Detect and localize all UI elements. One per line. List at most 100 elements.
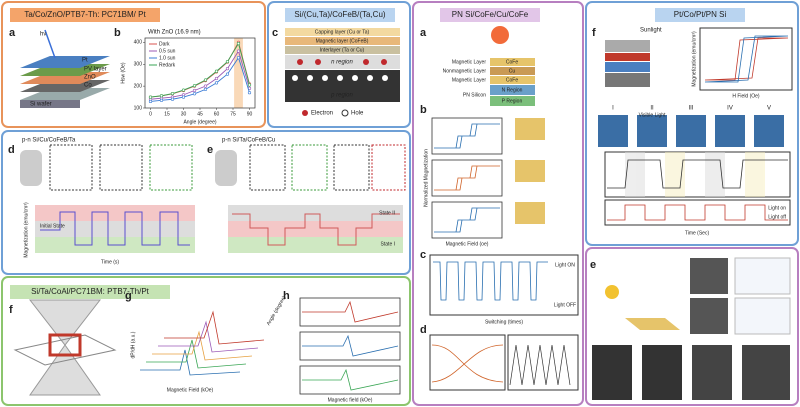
layer bbox=[490, 96, 535, 106]
title-box bbox=[10, 8, 160, 22]
label: Initial State bbox=[40, 223, 65, 229]
x-axis-label: Angle (degree) bbox=[183, 119, 216, 125]
point bbox=[148, 99, 153, 104]
state-icons bbox=[598, 115, 784, 147]
y-tick-label: 200 bbox=[134, 83, 143, 89]
x-tick-label: 15 bbox=[164, 111, 170, 117]
label: p region bbox=[330, 93, 353, 99]
device bbox=[215, 150, 237, 186]
label: Visible Light bbox=[639, 112, 666, 118]
numeral: IV bbox=[727, 106, 733, 112]
label: PN Silicon bbox=[463, 92, 486, 98]
point bbox=[203, 84, 208, 88]
panel-letter: e bbox=[590, 259, 596, 271]
label: Co bbox=[84, 83, 92, 89]
plot-frame bbox=[604, 199, 791, 226]
legend-label: Electron bbox=[311, 111, 333, 117]
panel-letter: b bbox=[420, 104, 427, 116]
title-box bbox=[285, 8, 395, 22]
panel-letter: f bbox=[9, 304, 13, 316]
panel-letter: c bbox=[420, 249, 426, 261]
axis-label: Time (s) bbox=[101, 259, 119, 265]
series-line bbox=[150, 50, 250, 100]
fmr-traces bbox=[299, 297, 401, 395]
point bbox=[214, 69, 219, 73]
hysteresis-trace bbox=[704, 37, 789, 81]
domain-images bbox=[592, 257, 791, 400]
panel-title: PN Si/CoFe/Cu/CoFe bbox=[452, 10, 529, 19]
plot-frame bbox=[507, 334, 579, 391]
layer bbox=[490, 85, 535, 95]
y-tick-label: 100 bbox=[134, 105, 143, 111]
label: Si wafer bbox=[30, 102, 52, 108]
trace bbox=[509, 344, 571, 386]
layer bbox=[20, 56, 110, 68]
layer bbox=[20, 100, 80, 108]
panel-title: Ta/Co/ZnO/PTB7-Th: PC71BM/ Pt bbox=[24, 10, 146, 19]
legend-swatch bbox=[341, 109, 349, 117]
numeral: II bbox=[650, 106, 654, 112]
point bbox=[203, 78, 208, 82]
x-tick-label: 90 bbox=[247, 111, 253, 117]
label: N Region bbox=[502, 87, 523, 93]
stack-icons bbox=[515, 118, 545, 224]
x-tick-label: 0 bbox=[149, 111, 152, 117]
axis-label: Normalized Magnetization bbox=[423, 149, 429, 207]
state-band bbox=[228, 237, 403, 253]
title-box bbox=[10, 285, 170, 299]
layer bbox=[285, 70, 400, 102]
state-band bbox=[35, 205, 195, 221]
axis-label: Magnetization (emu/cm³) bbox=[23, 202, 29, 258]
state-band bbox=[228, 221, 403, 237]
panel-title: Pt/Co/Pt/PN Si bbox=[674, 10, 727, 19]
point bbox=[214, 81, 219, 85]
point bbox=[192, 84, 197, 88]
label: Pt bbox=[82, 58, 88, 64]
axis-label: Magnetic Field (oe) bbox=[446, 241, 489, 247]
label: Interlayer (Ta or Cu) bbox=[320, 47, 365, 53]
label: State I bbox=[381, 241, 395, 247]
label: CoFe bbox=[506, 59, 518, 65]
panel-letter: b bbox=[114, 27, 121, 39]
axis-label: Switching (times) bbox=[485, 319, 523, 325]
y-tick-label: 300 bbox=[134, 62, 143, 68]
label: Sunlight bbox=[640, 28, 662, 34]
point bbox=[247, 91, 252, 95]
point bbox=[203, 87, 208, 92]
panel-title: Si/(Cu,Ta)/CoFeB/(Ta,Cu) bbox=[294, 10, 385, 19]
plot-frame bbox=[429, 254, 579, 316]
hysteresis-trace bbox=[704, 35, 789, 83]
label: hν bbox=[40, 32, 46, 38]
x-tick-label: 30 bbox=[181, 111, 187, 117]
y-tick-label: 400 bbox=[134, 40, 143, 46]
axis-label: Time (Sec) bbox=[685, 230, 710, 236]
panel-letter: a bbox=[420, 27, 427, 39]
panel-letter: e bbox=[207, 144, 213, 156]
label: p-n Si/Cu/CoFeB/Ta bbox=[22, 138, 76, 144]
label: CoFe bbox=[506, 77, 518, 83]
axis-label: dP/dH (a.u.) bbox=[130, 331, 136, 358]
panel-letter: g bbox=[125, 290, 132, 302]
plot-frame bbox=[429, 334, 506, 391]
light-trace bbox=[607, 204, 788, 221]
chart-title: With ZnO (16.9 nm) bbox=[148, 30, 201, 36]
label: PV layer bbox=[84, 67, 107, 73]
label: p-n Si/Ta/CoFeB/Cu bbox=[222, 138, 275, 144]
x-tick-label: 45 bbox=[197, 111, 203, 117]
plot-frame bbox=[699, 27, 793, 91]
layer bbox=[285, 55, 400, 69]
point bbox=[192, 88, 197, 93]
layer bbox=[490, 76, 535, 84]
axis-label: Magnetic field (kOe) bbox=[328, 397, 373, 403]
panel-letter: c bbox=[272, 27, 278, 39]
state-boxes bbox=[49, 144, 406, 191]
panel-frame bbox=[412, 1, 584, 406]
point bbox=[181, 88, 186, 92]
point bbox=[225, 72, 230, 76]
layer bbox=[605, 53, 650, 61]
signal-trace bbox=[607, 159, 788, 189]
axis-label: Magnetization (emu/cm³) bbox=[691, 31, 697, 87]
point bbox=[159, 98, 164, 102]
x-tick-label: 75 bbox=[230, 111, 236, 117]
switching-trace bbox=[433, 261, 548, 301]
